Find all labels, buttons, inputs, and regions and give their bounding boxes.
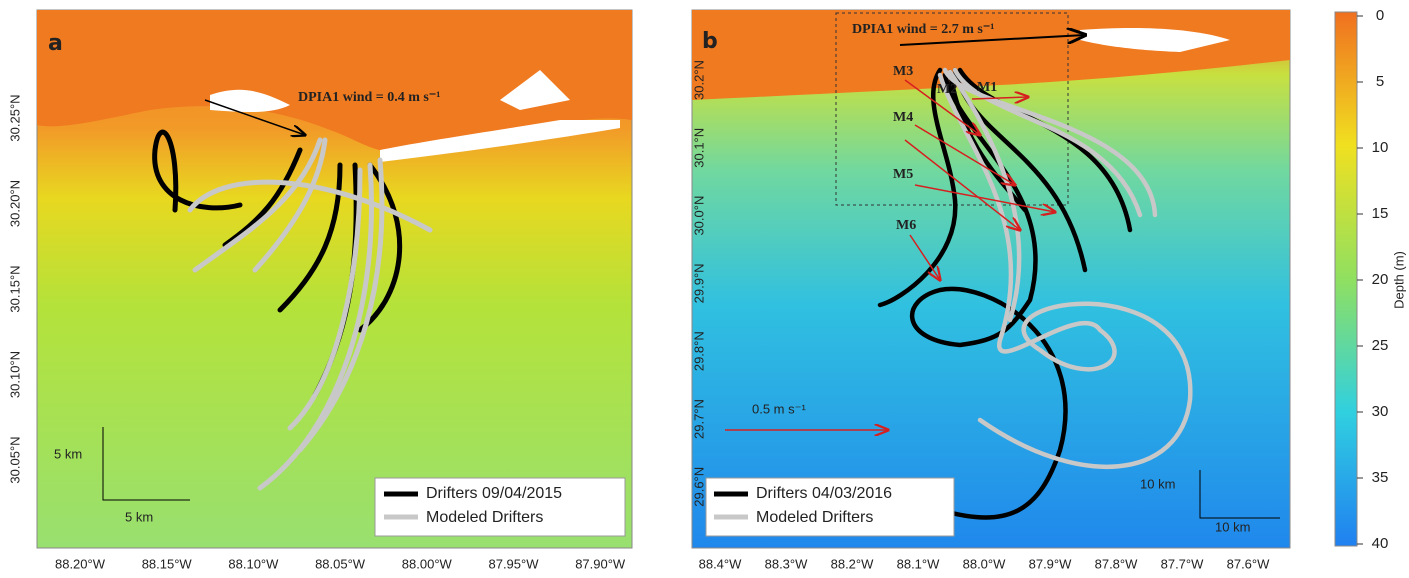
- marker-label: M4: [893, 110, 913, 125]
- colorbar-tick-label: 10: [1372, 139, 1389, 156]
- scale-label: 5 km: [125, 509, 153, 524]
- lat-tick-label: 30.2°N: [691, 60, 706, 100]
- colorbar: [1334, 11, 1358, 547]
- current-scale-label: 0.5 m s⁻¹: [752, 401, 806, 416]
- lat-tick-label: 30.15°N: [7, 265, 22, 312]
- lat-tick-label: 30.0°N: [691, 196, 706, 236]
- wind-label: DPIA1 wind = 2.7 m s⁻¹: [852, 22, 994, 37]
- panel-b: b DPIA1 wind = 2.7 m s⁻¹ M1 M2 M3 M4 M5 …: [691, 9, 1291, 549]
- panel-label: a: [48, 31, 63, 56]
- lon-tick-label: 87.9°W: [1029, 556, 1073, 571]
- panel-a: a DPIA1 wind = 0.4 m s⁻¹ 5 km 5 km Drift…: [36, 9, 633, 549]
- lon-tick-label: 87.95°W: [488, 556, 539, 571]
- island: [380, 120, 620, 162]
- marker-label: M5: [893, 167, 913, 182]
- scale-label: 5 km: [54, 446, 82, 461]
- lon-tick-label: 88.1°W: [897, 556, 941, 571]
- scale-label: 10 km: [1140, 476, 1175, 491]
- colorbar-label: Depth (m): [1391, 251, 1406, 309]
- lat-tick-label: 29.8°N: [691, 331, 706, 371]
- lat-tick-label: 29.7°N: [691, 399, 706, 439]
- colorbar-tick-label: 30: [1372, 403, 1389, 420]
- lon-tick-label: 88.0°W: [963, 556, 1007, 571]
- lon-tick-label: 88.4°W: [699, 556, 743, 571]
- colorbar-tick-label: 35: [1372, 469, 1389, 486]
- lon-tick-label: 88.2°W: [831, 556, 875, 571]
- colorbar-tick-label: 5: [1376, 73, 1384, 90]
- island: [210, 89, 290, 113]
- lon-tick-label: 88.20°W: [55, 556, 106, 571]
- lon-tick-label: 88.00°W: [402, 556, 453, 571]
- island: [500, 70, 570, 110]
- colorbar-tick-label: 0: [1376, 7, 1384, 24]
- marker-label: M6: [896, 218, 916, 233]
- lat-tick-label: 30.05°N: [7, 436, 22, 483]
- colorbar-tick-label: 25: [1372, 337, 1389, 354]
- legend-label: Drifters 04/03/2016: [756, 485, 892, 502]
- lon-tick-label: 88.10°W: [228, 556, 279, 571]
- panel-label: b: [702, 29, 718, 54]
- lat-tick-label: 29.6°N: [691, 467, 706, 507]
- marker-label: M1: [977, 80, 997, 95]
- legend-label: Modeled Drifters: [756, 509, 873, 526]
- wind-label: DPIA1 wind = 0.4 m s⁻¹: [298, 90, 440, 105]
- lat-tick-label: 30.10°N: [7, 351, 22, 398]
- legend-label: Drifters 09/04/2015: [426, 485, 562, 502]
- lat-tick-label: 30.25°N: [7, 94, 22, 141]
- lon-tick-label: 88.05°W: [315, 556, 366, 571]
- lon-tick-label: 87.7°W: [1161, 556, 1205, 571]
- colorbar-tick-label: 40: [1372, 535, 1389, 552]
- lon-tick-label: 87.90°W: [575, 556, 626, 571]
- lon-tick-label: 87.6°W: [1227, 556, 1271, 571]
- marker-label: M2: [937, 82, 957, 97]
- colorbar-tick-label: 20: [1372, 271, 1389, 288]
- lat-tick-label: 30.1°N: [691, 128, 706, 168]
- colorbar-tick-label: 15: [1372, 205, 1389, 222]
- scale-label: 10 km: [1215, 519, 1250, 534]
- shallow-water: [37, 10, 632, 153]
- lat-tick-label: 30.20°N: [7, 180, 22, 227]
- lon-tick-label: 87.8°W: [1095, 556, 1139, 571]
- legend-label: Modeled Drifters: [426, 509, 543, 526]
- marker-label: M3: [893, 64, 913, 79]
- lon-tick-label: 88.15°W: [142, 556, 193, 571]
- lon-tick-label: 88.3°W: [765, 556, 809, 571]
- island: [1080, 28, 1230, 52]
- lat-tick-label: 29.9°N: [691, 263, 706, 303]
